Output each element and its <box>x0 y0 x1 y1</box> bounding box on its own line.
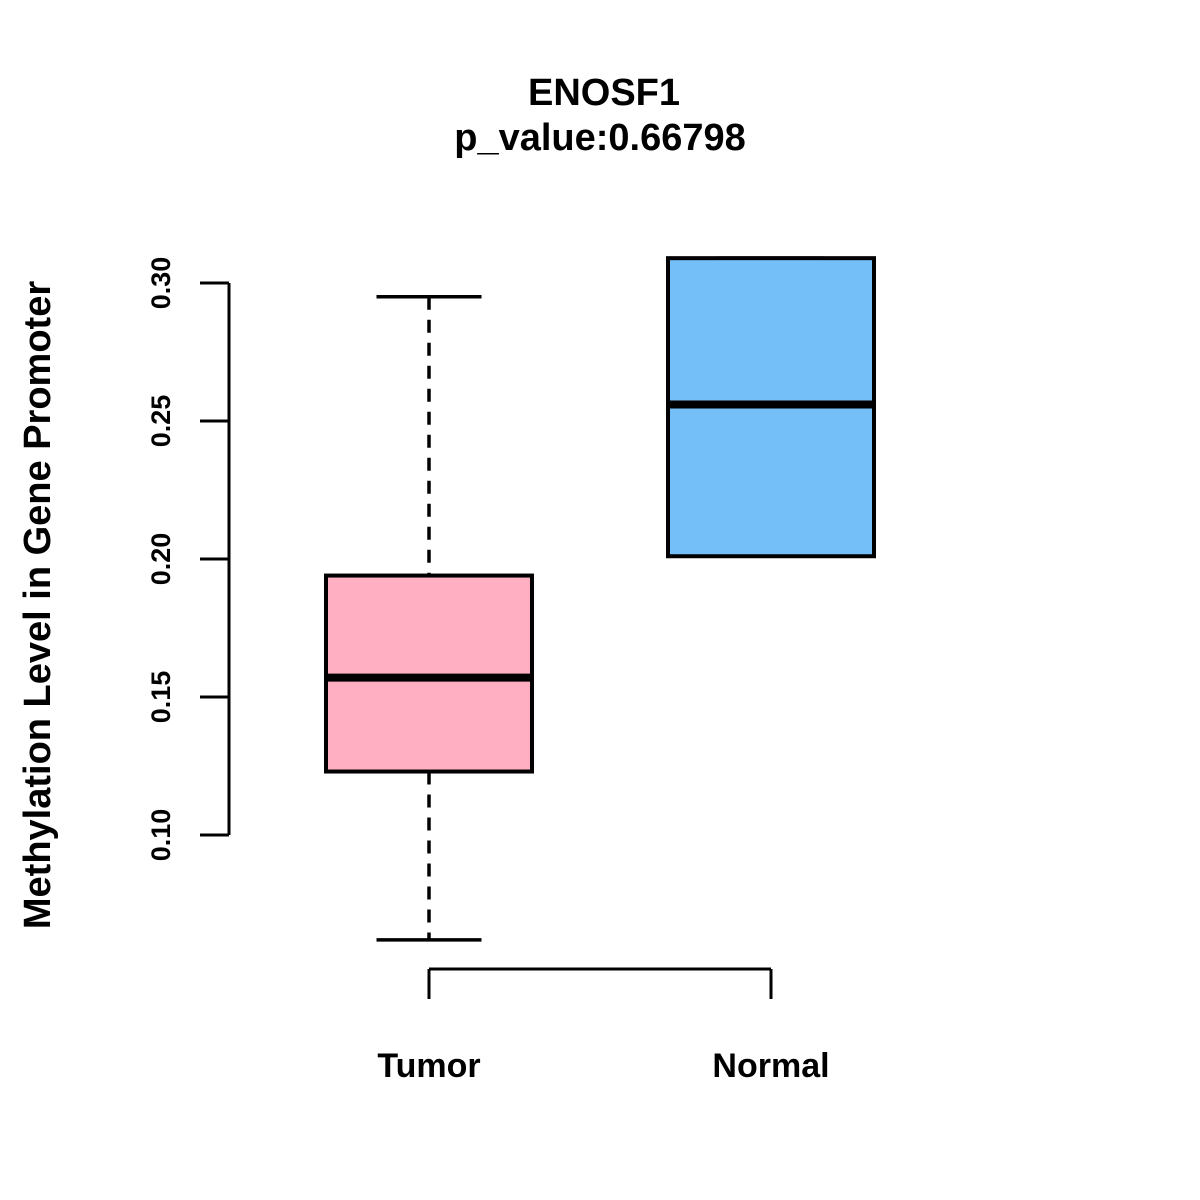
y-tick-label: 0.20 <box>146 533 176 586</box>
y-tick-label: 0.10 <box>146 809 176 862</box>
chart-title: ENOSF1 <box>528 72 680 114</box>
box-tumor <box>324 573 534 774</box>
y-axis: 0.10 0.15 0.20 0.25 0.30 <box>146 257 231 862</box>
y-tick-label: 0.30 <box>146 257 176 310</box>
y-tick-label: 0.25 <box>146 395 176 448</box>
category-label-normal: Normal <box>712 1047 829 1085</box>
category-labels: Tumor Normal <box>377 1047 829 1085</box>
box-group <box>324 256 876 942</box>
chart-subtitle-pvalue: p_value:0.66798 <box>454 117 746 159</box>
category-label-tumor: Tumor <box>377 1047 480 1085</box>
x-axis <box>427 967 773 999</box>
y-tick-label: 0.15 <box>146 671 176 724</box>
y-axis-label: Methylation Level in Gene Promoter <box>17 281 59 929</box>
